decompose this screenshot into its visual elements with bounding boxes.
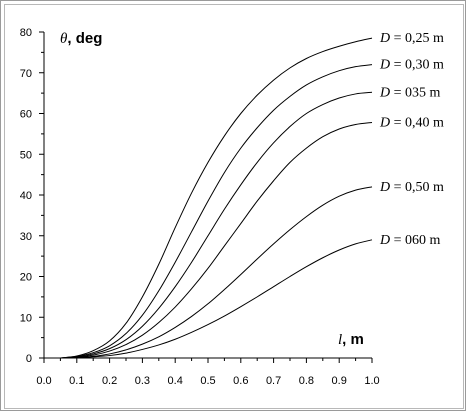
series-label-value: = 035 m (390, 85, 440, 100)
series-labels: D = 0,25 mD = 0,30 mD = 035 mD = 0,40 mD… (379, 31, 444, 248)
series-line-2 (60, 64, 373, 359)
series-label-2: D = 0,30 m (379, 58, 444, 73)
series-line-1 (60, 37, 373, 359)
x-tick-label: 0.9 (332, 375, 347, 387)
series-label-value: = 0,25 m (390, 31, 444, 46)
series-label-symbol: D (379, 233, 390, 248)
x-tick-label: 0.7 (266, 375, 281, 387)
series-label-value: = 0,30 m (390, 58, 444, 73)
x-tick-label: 1.0 (364, 375, 379, 387)
x-axis-title: l, m (338, 331, 364, 348)
x-tick-label: 0.3 (135, 375, 150, 387)
y-tick-label: 50 (20, 149, 32, 161)
series-label-4: D = 0,40 m (379, 115, 444, 130)
x-tick-label: 0.5 (200, 375, 215, 387)
y-tick-label: 70 (20, 68, 32, 80)
x-tick-label: 0.4 (168, 375, 183, 387)
y-tick-label: 0 (26, 353, 32, 365)
series-label-3: D = 035 m (379, 85, 441, 100)
y-axis-title: θ, deg (60, 30, 102, 47)
x-axis-text: , m (342, 331, 364, 348)
series-label-symbol: D (379, 115, 390, 130)
x-tick-label: 0.1 (69, 375, 84, 387)
y-axis-text: , deg (67, 30, 102, 47)
axes: 0.0 0.1 0.2 0.3 0.4 0.5 0.6 0.7 0.8 0.9 1.0 0 10 20 30… (20, 27, 380, 387)
series-label-symbol: D (379, 58, 390, 73)
y-tick-label: 20 (20, 272, 32, 284)
series-label-6: D = 060 m (379, 233, 441, 248)
x-tick-label: 0.2 (102, 375, 117, 387)
series-line-6 (60, 239, 373, 359)
x-axis-symbol: l (338, 332, 342, 348)
series-label-1: D = 0,25 m (379, 31, 444, 46)
y-tick-label: 30 (20, 231, 32, 243)
series-label-5: D = 0,50 m (379, 180, 444, 195)
x-tick-label: 0.6 (233, 375, 248, 387)
series-label-symbol: D (379, 180, 390, 195)
y-tick-label: 40 (20, 190, 32, 202)
chart-inner-border (4, 4, 464, 409)
y-tick-label: 80 (20, 27, 32, 39)
series-label-symbol: D (379, 31, 390, 46)
series-lines (60, 37, 373, 359)
series-label-value: = 0,50 m (390, 180, 444, 195)
y-axis-symbol: θ (60, 31, 68, 47)
y-tick-label: 10 (20, 312, 32, 324)
series-label-symbol: D (379, 85, 390, 100)
series-line-4 (60, 121, 373, 359)
series-label-value: = 0,40 m (390, 115, 444, 130)
y-tick-label: 60 (20, 109, 32, 121)
series-label-value: = 060 m (390, 233, 440, 248)
x-tick-label: 0.8 (299, 375, 314, 387)
series-line-5 (60, 186, 373, 359)
x-tick-label: 0.0 (36, 375, 51, 387)
series-line-3 (60, 91, 373, 359)
